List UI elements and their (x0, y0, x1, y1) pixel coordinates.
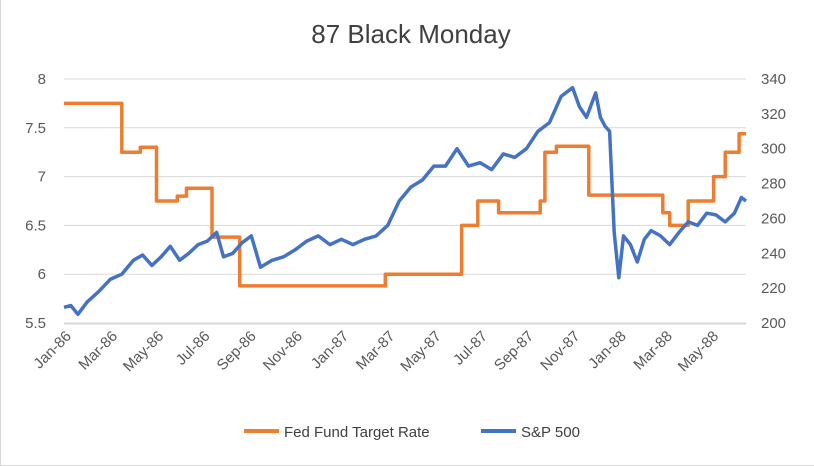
left-tick-label: 7.5 (25, 120, 46, 137)
left-tick-label: 7 (38, 169, 46, 186)
x-tick-label: May-88 (675, 328, 722, 375)
x-tick-label: Nov-87 (537, 328, 583, 374)
series-line-sp500 (63, 85, 748, 317)
legend-label-sp500: S&P 500 (521, 424, 580, 441)
x-tick-label: Sep-87 (491, 328, 537, 374)
series-lines (63, 85, 748, 317)
gridlines (64, 78, 746, 324)
left-tick-label: 8 (38, 71, 46, 88)
legend: Fed Fund Target Rate S&P 500 (244, 424, 580, 441)
x-tick-label: Mar-86 (75, 328, 121, 374)
right-tick-label: 220 (761, 280, 786, 297)
x-tick-label: Jul-86 (173, 328, 214, 369)
legend-label-fed-rate: Fed Fund Target Rate (284, 424, 430, 441)
left-tick-label: 6 (38, 266, 46, 283)
x-tick-label: May-87 (397, 328, 444, 375)
x-tick-label: Jan-87 (308, 328, 352, 372)
right-tick-label: 280 (761, 176, 786, 193)
right-tick-label: 340 (761, 71, 786, 88)
left-axis-ticks: 5.5 6 6.5 7 7.5 8 (25, 71, 46, 332)
right-tick-label: 320 (761, 106, 786, 123)
right-tick-label: 300 (761, 141, 786, 158)
left-tick-label: 6.5 (25, 217, 46, 234)
right-tick-label: 240 (761, 245, 786, 262)
right-tick-label: 260 (761, 210, 786, 227)
x-tick-label: Sep-86 (214, 328, 260, 374)
x-tick-label: Mar-87 (353, 328, 399, 374)
x-tick-label: Jan-86 (30, 328, 74, 372)
right-tick-label: 200 (761, 315, 786, 332)
x-tick-label: Jan-88 (585, 328, 629, 372)
x-tick-label: Mar-88 (630, 328, 676, 374)
left-tick-label: 5.5 (25, 315, 46, 332)
series-line-fed-rate (64, 101, 746, 288)
chart-title: 87 Black Monday (311, 19, 510, 49)
x-tick-label: May-86 (120, 328, 167, 375)
x-tick-label: Nov-86 (260, 328, 306, 374)
right-axis-ticks: 200 220 240 260 280 300 320 340 (761, 71, 786, 332)
x-tick-label: Jul-87 (450, 328, 491, 369)
